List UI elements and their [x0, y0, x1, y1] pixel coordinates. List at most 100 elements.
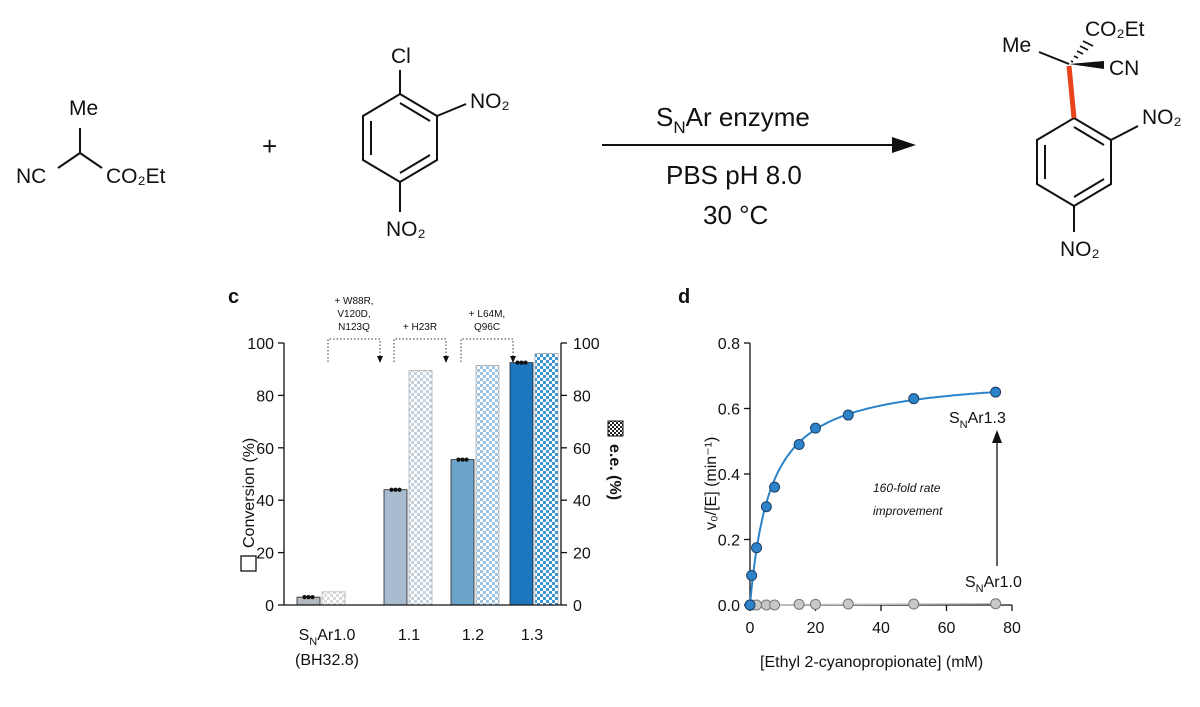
replicate-point [523, 360, 528, 365]
temperature-label: 30 °C [703, 200, 768, 230]
product-para-no2: NO₂ [1060, 238, 1100, 261]
product-me: Me [1002, 34, 1031, 57]
bar-axes: 0 0 20 20 40 40 60 60 80 80 100 100 [247, 336, 600, 615]
mutation-arrowhead [377, 356, 383, 363]
snar13-point [810, 422, 821, 434]
snar13-point [744, 599, 756, 611]
replicate-point [464, 457, 469, 462]
right-tick-label: 60 [573, 441, 591, 458]
left-tick-label: 80 [256, 388, 274, 405]
x-tick-label: 40 [872, 620, 890, 637]
replicate-point [302, 595, 307, 600]
category-label: SNAr1.0 [299, 627, 356, 648]
rate-improvement-arrow [992, 430, 1002, 566]
product-structure [1036, 51, 1139, 232]
conversion-axis-title: Conversion (%) [241, 438, 258, 548]
mutation-label: + H23R [403, 322, 437, 333]
conversion-bar [450, 459, 475, 606]
bar-series [296, 353, 559, 606]
reactant-2-ring [362, 70, 467, 212]
category-label: 1.3 [521, 627, 543, 644]
product-cn: CN [1109, 57, 1139, 80]
replicate-point [306, 595, 311, 600]
mutation-arrowhead [443, 356, 449, 363]
hashed-bond [1070, 40, 1094, 63]
replicate-point [389, 487, 394, 492]
y-tick-label: 0.0 [718, 598, 740, 615]
left-tick-label: 100 [247, 336, 274, 353]
ee-bar [534, 353, 559, 606]
x-tick-label: 60 [938, 620, 956, 637]
mutation-bracket [460, 338, 514, 362]
replicate-point [515, 360, 520, 365]
plus-sign: + [262, 131, 277, 161]
replicate-point [397, 487, 402, 492]
left-tick-label: 60 [256, 441, 274, 458]
reactant1-ester: CO₂Et [106, 165, 166, 188]
left-tick-label: 0 [265, 598, 274, 615]
left-tick-label: 20 [256, 546, 274, 563]
ee-axis-title: e.e. (%) [606, 444, 623, 500]
replicate-point [456, 457, 461, 462]
conversion-bar [383, 489, 408, 606]
mutation-label: + L64M, [469, 309, 505, 320]
panel-d: d 0.0 0.2 0.4 0.6 0.8 0 20 40 60 80 [Ethyl 2-cyan… [678, 286, 1022, 671]
x-tick-label: 20 [807, 620, 825, 637]
snar10-point [810, 598, 821, 610]
conversion-bar [509, 362, 534, 606]
reactant2-cl: Cl [391, 45, 411, 68]
reactant1-me: Me [69, 97, 98, 120]
snar13-point [746, 570, 758, 582]
snar13-point [769, 481, 781, 493]
mutation-arrowhead [510, 356, 516, 363]
reaction-scheme: Me NC CO₂Et + Cl NO₂ NO₂ SNAr enzyme PBS… [16, 18, 1182, 261]
reactant2-ortho-no2: NO₂ [470, 90, 510, 113]
snar13-point [793, 439, 805, 451]
right-tick-label: 0 [573, 598, 582, 615]
ee-bar [408, 370, 433, 606]
x-tick-label: 80 [1003, 620, 1021, 637]
category-label: 1.2 [462, 627, 484, 644]
wedge-bond [1069, 61, 1104, 69]
mutation-annotations: + W88R, V120D, N123Q + H23R + L64M, Q96C [327, 296, 516, 363]
right-tick-label: 80 [573, 388, 591, 405]
replicate-point [460, 457, 465, 462]
replicate-point [519, 360, 524, 365]
right-tick-label: 40 [573, 493, 591, 510]
snar13-point [908, 393, 920, 405]
reactant2-para-no2: NO₂ [386, 218, 426, 241]
mutation-label: Q96C [474, 322, 500, 333]
annotation-line-1: 160-fold rate [873, 481, 941, 495]
mutation-label: V120D, [337, 309, 370, 320]
left-tick-label: 40 [256, 493, 274, 510]
ee-legend-swatch [607, 420, 624, 437]
panel-d-label: d [678, 286, 690, 308]
replicate-point [310, 595, 315, 600]
right-tick-label: 100 [573, 336, 600, 353]
mutation-bracket [393, 338, 447, 362]
michaelis-menten-fit [749, 391, 996, 606]
enzyme-label: SNAr enzyme [656, 102, 810, 137]
snar13-point [990, 386, 1002, 398]
snar13-point [751, 542, 763, 554]
conversion-legend-swatch [240, 555, 257, 572]
buffer-label: PBS pH 8.0 [666, 160, 802, 190]
snar10-point [842, 598, 854, 610]
y-tick-label: 0.2 [718, 533, 740, 550]
mutation-label: N123Q [338, 322, 370, 333]
y-tick-label: 0.4 [718, 467, 740, 484]
ee-axis-label: e.e. (%) [606, 420, 624, 500]
mutation-bracket [327, 338, 381, 362]
kinetics-y-axis-label: v₀/[E] (min⁻¹) [703, 437, 720, 530]
series-label-snar10: SNAr1.0 [965, 574, 1022, 595]
kinetics-x-axis-label: [Ethyl 2-cyanopropionate] (mM) [760, 654, 983, 671]
baseline-fit [749, 602, 996, 606]
right-tick-label: 20 [573, 546, 591, 563]
x-tick-label: 0 [746, 620, 755, 637]
snar13-point [760, 501, 772, 513]
kinetics-data [744, 386, 1002, 611]
snar10-point [908, 598, 920, 610]
category-labels: SNAr1.0 (BH32.8) 1.1 1.2 1.3 [295, 627, 543, 669]
